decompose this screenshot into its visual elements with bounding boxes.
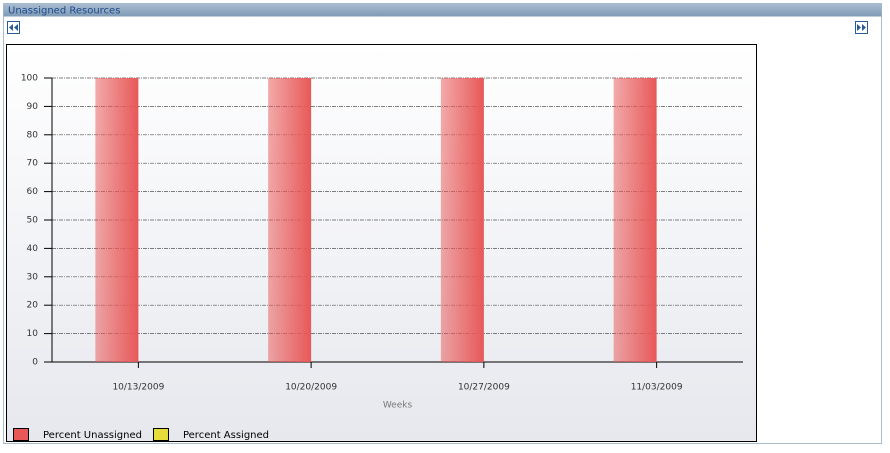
panel-header xyxy=(3,3,882,17)
y-tick-label: 10 xyxy=(27,329,39,339)
x-tick-label: 11/03/2009 xyxy=(631,383,683,393)
x-tick-label: 10/20/2009 xyxy=(285,383,337,393)
y-tick-label: 70 xyxy=(27,159,39,169)
panel-title: Unassigned Resources xyxy=(8,6,120,17)
legend-label: Percent Unassigned xyxy=(43,430,142,441)
y-tick-label: 100 xyxy=(21,74,38,84)
y-tick-label: 30 xyxy=(27,272,39,282)
y-tick-label: 50 xyxy=(27,216,39,226)
bar xyxy=(95,78,139,362)
x-tick-label: 10/27/2009 xyxy=(458,383,510,393)
legend-swatch xyxy=(13,428,29,441)
next-button[interactable] xyxy=(855,21,868,34)
y-tick-label: 80 xyxy=(27,130,39,140)
x-axis-label: Weeks xyxy=(383,401,413,411)
legend-swatch xyxy=(152,428,169,441)
x-tick-label: 10/13/2009 xyxy=(112,383,164,393)
y-tick-label: 20 xyxy=(27,301,39,311)
bar xyxy=(268,78,312,362)
legend-label: Percent Assigned xyxy=(183,430,269,441)
bar xyxy=(613,78,657,362)
y-tick-label: 0 xyxy=(32,358,38,368)
bar xyxy=(440,78,484,362)
y-tick-label: 90 xyxy=(27,102,39,112)
y-tick-label: 40 xyxy=(27,244,39,254)
y-tick-label: 60 xyxy=(27,187,39,197)
chart: 0 10 20 30 40 50 60 70 80 90 100 10/13/2009 10/20/20… xyxy=(13,74,743,441)
prev-button[interactable] xyxy=(7,21,20,34)
